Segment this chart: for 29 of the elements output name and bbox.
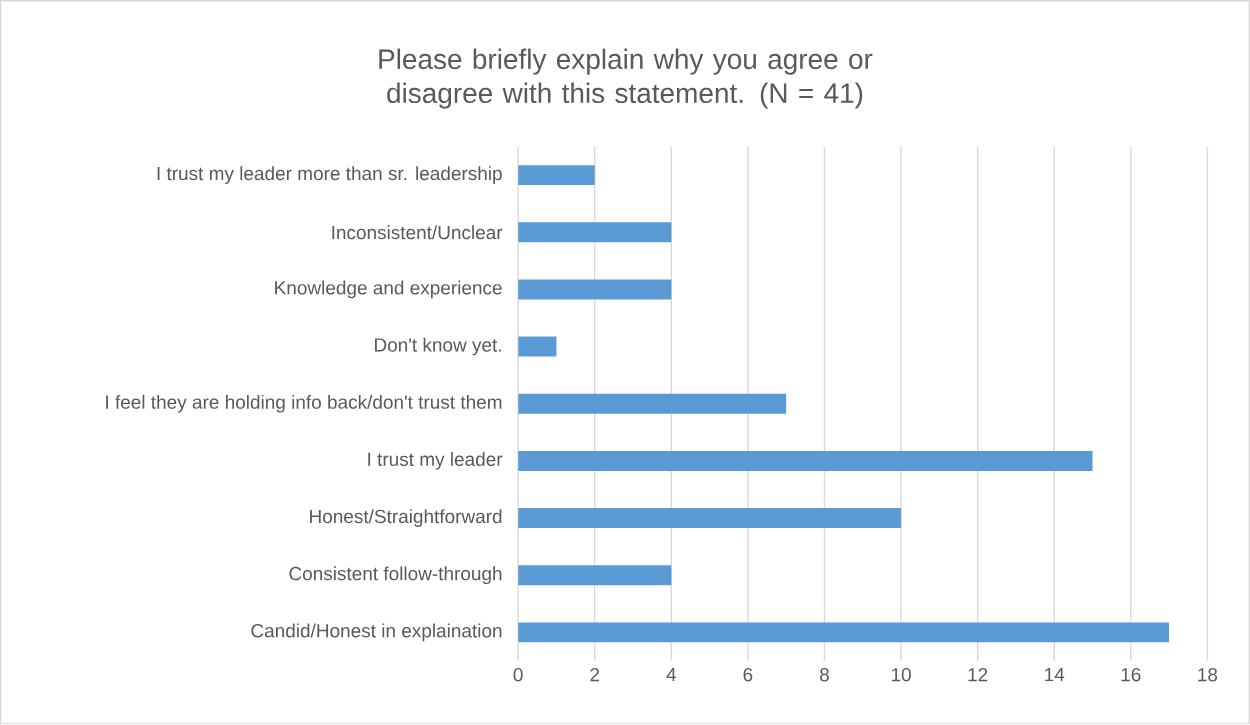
x-tick-label: 18 bbox=[1198, 668, 1218, 682]
x-tick-label: 0 bbox=[513, 668, 523, 682]
bar bbox=[518, 622, 1170, 643]
x-tick-label: 8 bbox=[820, 668, 829, 682]
bar bbox=[518, 393, 787, 414]
x-tick-label: 4 bbox=[666, 668, 677, 682]
x-tick-label: 14 bbox=[1045, 668, 1065, 682]
chart-title: Please briefly explain why you agree or disagree with this statement. (N = 41) bbox=[379, 48, 873, 109]
bar bbox=[518, 222, 672, 243]
y-tick-label: Inconsistent/Unclear bbox=[332, 225, 503, 240]
y-tick-label: Knowledge and experience bbox=[275, 280, 502, 299]
y-tick-label: Consistent follow-through bbox=[289, 566, 502, 585]
bar bbox=[518, 451, 1093, 472]
x-tick-label: 10 bbox=[891, 668, 911, 682]
y-tick-label: I feel they are holding info back/don't trust them bbox=[106, 395, 502, 413]
bar bbox=[518, 508, 902, 529]
x-tick-label: 2 bbox=[590, 668, 600, 682]
x-tick-label: 12 bbox=[968, 668, 988, 682]
y-tick-label: Candid/Honest in explaination bbox=[251, 623, 502, 642]
y-tick-label: I trust my leader bbox=[368, 452, 503, 470]
y-tick-label: I trust my leader more than sr. leadership bbox=[157, 166, 502, 185]
bar bbox=[518, 565, 672, 586]
y-tick-label: Honest/Straightforward bbox=[310, 509, 502, 528]
x-tick-label: 6 bbox=[743, 668, 753, 682]
bar bbox=[518, 279, 672, 300]
bar bbox=[518, 336, 557, 357]
y-tick-label: Don't know yet. bbox=[375, 337, 501, 356]
bar bbox=[518, 165, 595, 186]
x-tick-label: 16 bbox=[1121, 668, 1141, 682]
